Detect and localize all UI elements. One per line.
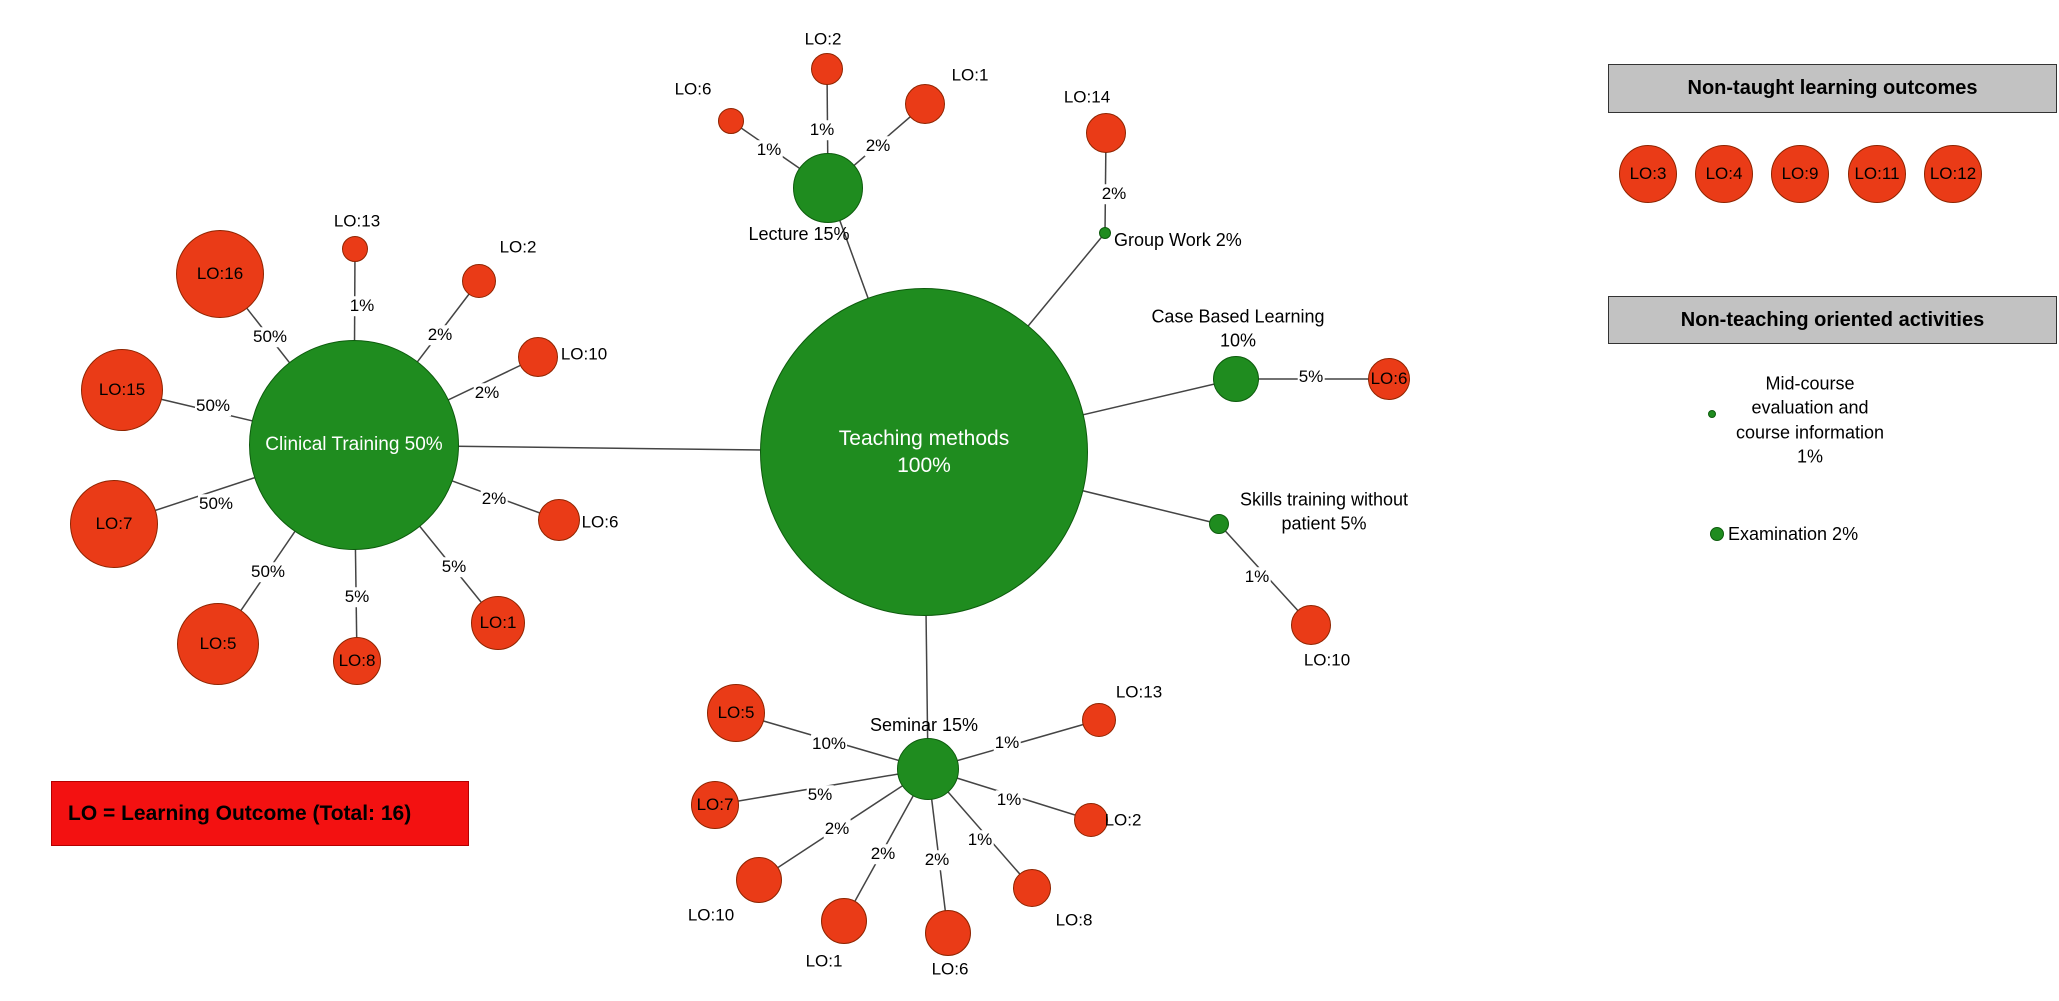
clinical-sat-lo10 [518,337,558,377]
clinical-sat-lo6-label: LO:6 [581,512,619,532]
lecture-sat-lo2-label: LO:2 [804,29,842,49]
clinical-sat-lo6-pct: 2% [480,489,508,509]
group-work-sat-lo14 [1086,113,1126,153]
clinical-sat-lo16: LO:16 [176,230,264,318]
lecture-sat-lo2-pct: 1% [808,120,836,140]
seminar-sat-lo1 [821,898,867,944]
clinical-sat-lo13 [342,236,368,262]
clinical-sat-lo2-pct: 2% [426,325,454,345]
clinical-sat-lo1-pct: 5% [440,557,468,577]
seminar-sat-lo13 [1082,703,1116,737]
skills-sat-lo10 [1291,605,1331,645]
legend-note: LO = Learning Outcome (Total: 16) [51,781,469,846]
seminar-sat-lo13-pct: 1% [993,733,1021,753]
non-taught-lo4: LO:4 [1695,145,1753,203]
skills-sat-lo10-pct: 1% [1243,567,1271,587]
node-lecture [793,153,863,223]
seminar-sat-lo8 [1013,869,1051,907]
seminar-sat-lo5-pct: 10% [810,734,848,754]
group-work-sat-lo14-label: LO:14 [1063,87,1111,107]
non-taught-lo11: LO:11 [1848,145,1906,203]
seminar-sat-lo6 [925,910,971,956]
seminar-sat-lo2-label: LO:2 [1104,810,1142,830]
node-case-based-label: Case Based Learning 10% [1151,306,1325,351]
clinical-sat-lo7-pct: 50% [197,494,235,514]
clinical-sat-lo5: LO:5 [177,603,259,685]
clinical-sat-lo13-label: LO:13 [333,211,381,231]
clinical-sat-lo5-pct: 50% [249,562,287,582]
seminar-sat-lo10 [736,857,782,903]
group-work-sat-lo14-pct: 2% [1100,184,1128,204]
lecture-sat-lo1 [905,84,945,124]
clinical-sat-lo8: LO:8 [333,637,381,685]
node-group-work-label: Group Work 2% [1114,229,1242,250]
non-taught-lo9: LO:9 [1771,145,1829,203]
seminar-sat-lo2 [1074,803,1108,837]
clinical-sat-lo16-pct: 50% [251,327,289,347]
lecture-sat-lo1-label: LO:1 [951,65,989,85]
skills-sat-lo10-label: LO:10 [1303,650,1351,670]
node-skills-training-label: Skills training without patient 5% [1239,489,1409,534]
clinical-sat-lo2 [462,264,496,298]
lecture-sat-lo6-pct: 1% [755,140,783,160]
seminar-sat-lo10-pct: 2% [823,819,851,839]
seminar-sat-lo13-label: LO:13 [1115,682,1163,702]
seminar-sat-lo1-label: LO:1 [805,951,843,971]
midcourse-dot [1708,410,1716,418]
seminar-sat-lo6-pct: 2% [923,850,951,870]
lecture-sat-lo6-label: LO:6 [674,79,712,99]
clinical-sat-lo7: LO:7 [70,480,158,568]
lecture-sat-lo2 [811,53,843,85]
node-clinical-training: Clinical Training 50% [249,340,459,550]
seminar-sat-lo1-pct: 2% [869,844,897,864]
node-seminar [897,738,959,800]
non-taught-header: Non-taught learning outcomes [1608,64,2057,113]
midcourse-label: Mid-course evaluation and course informa… [1735,373,1885,467]
clinical-sat-lo15-pct: 50% [194,396,232,416]
case-based-sat-lo6-pct: 5% [1297,367,1325,387]
non-teaching-header: Non-teaching oriented activities [1608,296,2057,344]
clinical-sat-lo8-pct: 5% [343,587,371,607]
lecture-sat-lo1-pct: 2% [864,136,892,156]
clinical-sat-lo2-label: LO:2 [499,237,537,257]
clinical-sat-lo13-pct: 1% [348,296,376,316]
case-based-sat-lo6: LO:6 [1368,358,1410,400]
non-taught-lo12: LO:12 [1924,145,1982,203]
lecture-sat-lo6 [718,108,744,134]
seminar-sat-lo7: LO:7 [691,781,739,829]
node-lecture-label: Lecture 15% [748,223,850,244]
clinical-sat-lo15: LO:15 [81,349,163,431]
node-teaching-methods: Teaching methods 100% [760,288,1088,616]
examination-label: Examination 2% [1728,523,1859,544]
node-seminar-label: Seminar 15% [869,714,979,735]
examination-dot [1710,527,1724,541]
seminar-sat-lo2-pct: 1% [995,790,1023,810]
seminar-sat-lo7-pct: 5% [806,785,834,805]
clinical-sat-lo6 [538,499,580,541]
node-skills-training [1209,514,1229,534]
seminar-sat-lo10-label: LO:10 [687,905,735,925]
clinical-sat-lo1: LO:1 [471,596,525,650]
seminar-sat-lo6-label: LO:6 [931,959,969,979]
non-taught-lo3: LO:3 [1619,145,1677,203]
node-case-based-learning [1213,356,1259,402]
seminar-sat-lo5: LO:5 [707,684,765,742]
clinical-sat-lo10-pct: 2% [473,383,501,403]
seminar-sat-lo8-label: LO:8 [1055,910,1093,930]
clinical-sat-lo10-label: LO:10 [560,344,608,364]
seminar-sat-lo8-pct: 1% [966,830,994,850]
node-group-work [1099,227,1111,239]
